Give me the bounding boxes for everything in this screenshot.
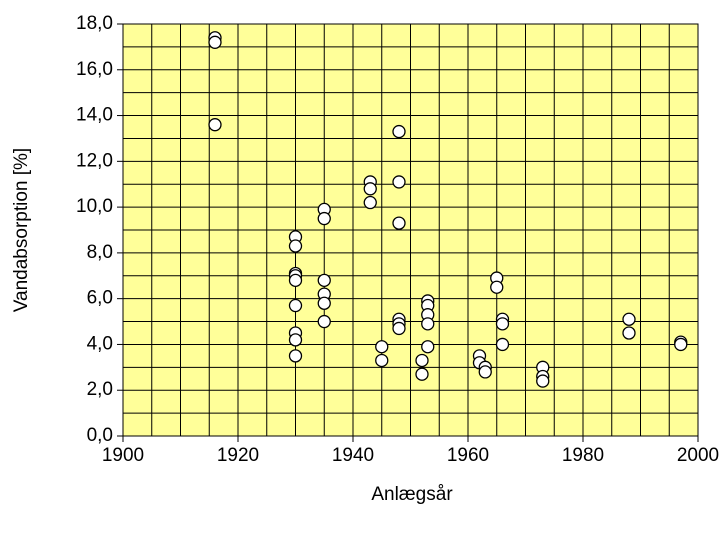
data-point xyxy=(421,340,435,354)
data-point xyxy=(415,367,429,381)
data-point xyxy=(375,353,389,368)
y-tick-label: 0,0 xyxy=(87,425,113,446)
data-point xyxy=(317,296,331,310)
data-point xyxy=(622,312,636,326)
data-point xyxy=(317,211,331,226)
data-point xyxy=(392,216,406,230)
y-tick-label: 6,0 xyxy=(87,288,113,309)
data-point xyxy=(288,273,303,288)
y-tick-label: 16,0 xyxy=(76,59,113,80)
data-point xyxy=(208,118,222,132)
data-point xyxy=(317,314,331,329)
x-tick-label: 1900 xyxy=(102,445,144,466)
y-tick-label: 14,0 xyxy=(76,105,113,126)
data-point xyxy=(288,333,303,347)
data-point xyxy=(363,195,377,210)
y-tick-label: 8,0 xyxy=(87,242,113,263)
data-point xyxy=(495,317,510,331)
data-point xyxy=(674,337,688,352)
x-tick-label: 1960 xyxy=(447,445,489,466)
data-point xyxy=(622,326,636,340)
y-tick-label: 10,0 xyxy=(76,196,113,217)
data-point xyxy=(288,298,303,313)
data-point xyxy=(495,337,510,352)
x-axis-label: Anlægsår xyxy=(371,484,453,505)
x-tick-label: 1920 xyxy=(217,445,259,466)
y-tick-label: 4,0 xyxy=(87,333,113,354)
data-point xyxy=(288,349,303,363)
data-point xyxy=(288,239,303,253)
data-point xyxy=(392,124,406,139)
y-tick-label: 12,0 xyxy=(76,150,113,171)
data-point xyxy=(363,182,377,196)
data-point xyxy=(208,35,222,49)
y-tick-label: 18,0 xyxy=(76,13,113,34)
x-tick-label: 1940 xyxy=(332,445,374,466)
data-point xyxy=(392,321,406,336)
data-point xyxy=(421,317,435,331)
data-point xyxy=(490,280,504,294)
x-tick-label: 2000 xyxy=(677,445,719,466)
data-point xyxy=(536,374,550,388)
data-point xyxy=(392,175,406,189)
data-point xyxy=(375,340,389,354)
data-point xyxy=(317,273,331,288)
plot-border xyxy=(122,23,699,437)
x-tick-label: 1980 xyxy=(562,445,604,466)
y-tick-label: 2,0 xyxy=(87,379,113,400)
data-point xyxy=(415,353,429,368)
y-axis-label: Vandabsorption [%] xyxy=(11,148,32,312)
data-point xyxy=(478,365,492,379)
